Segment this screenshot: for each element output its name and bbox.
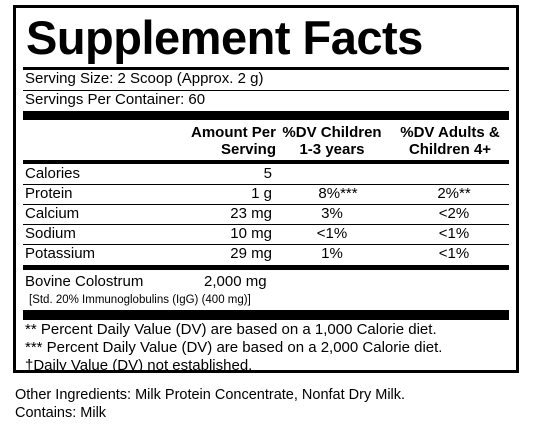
serving-size: Serving Size: 2 Scoop (Approx. 2 g): [25, 70, 264, 87]
nutrient-dv-adults: <1%: [438, 245, 470, 262]
nutrient-amount: 23 mg: [230, 205, 272, 222]
nutrient-dv-adults: <2%: [438, 205, 470, 222]
header-dv-children: %DV Children 1-3 years: [282, 124, 382, 158]
title-rule: [23, 67, 509, 70]
nutrient-dv-children: 8%***: [318, 185, 358, 202]
supplement-facts-panel: Supplement Facts Serving Size: 2 Scoop (…: [13, 5, 519, 374]
serving-divider: [23, 90, 509, 91]
nutrient-name: Potassium: [25, 245, 96, 262]
row-divider: [23, 204, 509, 205]
thick-rule-bottom: [23, 310, 509, 320]
servings-per-container: Servings Per Container: 60: [25, 91, 206, 108]
header-amount: Amount Per Serving: [190, 124, 276, 158]
other-ingredients: Other Ingredients: Milk Protein Concentr…: [15, 387, 406, 403]
footnote-dv-not-established: †Daily Value (DV) not established.: [25, 357, 253, 374]
nutrient-name: Calcium: [25, 205, 80, 222]
panel-title: Supplement Facts: [26, 11, 423, 64]
nutrient-amount: 1 g: [251, 185, 272, 202]
nutrient-name: Calories: [25, 165, 81, 182]
row-divider: [23, 184, 509, 185]
thick-rule-top: [23, 111, 509, 120]
nutrient-dv-adults: 2%**: [437, 185, 471, 202]
row-divider: [23, 244, 509, 245]
colostrum-name: Bovine Colostrum: [25, 273, 144, 290]
nutrient-amount: 29 mg: [230, 245, 272, 262]
row-divider: [23, 224, 509, 225]
colostrum-amount: 2,000 mg: [204, 273, 267, 290]
nutrient-dv-adults: <1%: [438, 225, 470, 242]
colostrum-detail: [Std. 20% Immunoglobulins (IgG) (400 mg)…: [29, 294, 251, 306]
header-rule: [23, 160, 509, 164]
footnote-1000-calorie: ** Percent Daily Value (DV) are based on…: [25, 321, 437, 338]
colostrum-rule: [23, 265, 509, 270]
nutrient-dv-children: <1%: [316, 225, 348, 242]
nutrient-name: Protein: [25, 185, 73, 202]
contains-allergen: Contains: Milk: [15, 405, 107, 421]
nutrient-dv-children: 3%: [321, 205, 343, 222]
footnote-2000-calorie: *** Percent Daily Value (DV) are based o…: [25, 339, 443, 356]
nutrient-dv-children: 1%: [321, 245, 343, 262]
nutrient-amount: 5: [263, 165, 272, 182]
header-dv-adults: %DV Adults & Children 4+: [400, 124, 500, 158]
nutrient-name: Sodium: [25, 225, 76, 242]
nutrient-amount: 10 mg: [230, 225, 272, 242]
